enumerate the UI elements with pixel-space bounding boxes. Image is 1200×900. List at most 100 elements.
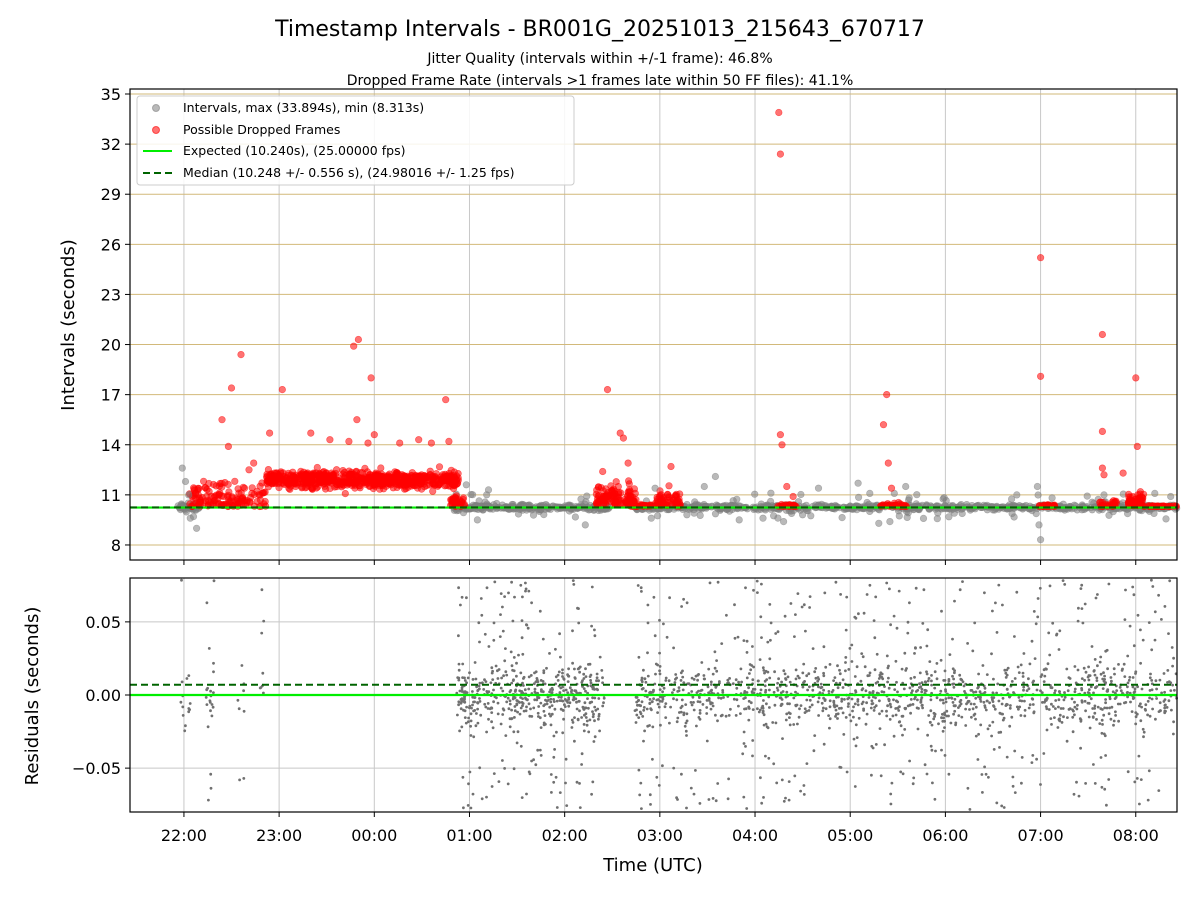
residual-point bbox=[847, 668, 851, 671]
residual-point bbox=[806, 688, 809, 692]
residual-point bbox=[971, 707, 975, 711]
residual-point bbox=[510, 580, 513, 584]
residual-point bbox=[565, 699, 568, 703]
residual-point bbox=[797, 676, 801, 680]
residual-point bbox=[1040, 673, 1044, 677]
residual-point bbox=[741, 752, 745, 756]
residual-point bbox=[742, 639, 746, 642]
interval-outlier-point bbox=[1033, 482, 1041, 491]
residual-point bbox=[1132, 644, 1136, 648]
residual-point bbox=[690, 690, 694, 693]
residual-point bbox=[685, 712, 689, 716]
residual-point bbox=[932, 717, 936, 721]
residual-point bbox=[1158, 678, 1162, 682]
residual-point bbox=[916, 698, 919, 702]
dropped-frame-point bbox=[593, 495, 602, 503]
residual-point bbox=[1087, 678, 1091, 682]
residual-point bbox=[541, 680, 545, 683]
residual-point bbox=[1135, 712, 1139, 716]
residual-point bbox=[562, 677, 566, 681]
residual-point bbox=[1101, 677, 1105, 681]
residual-point bbox=[1015, 590, 1019, 594]
residual-point bbox=[520, 636, 524, 640]
interval-point bbox=[1083, 492, 1091, 500]
residual-point bbox=[802, 784, 806, 787]
residual-point bbox=[1102, 713, 1106, 717]
residual-point bbox=[510, 708, 513, 712]
residual-point bbox=[664, 676, 668, 680]
residual-point bbox=[886, 666, 890, 670]
residual-point bbox=[714, 713, 717, 717]
residual-point bbox=[878, 699, 881, 703]
x-tick-label: 07:00 bbox=[1018, 826, 1064, 845]
residual-point bbox=[650, 700, 654, 704]
residual-point bbox=[490, 720, 493, 724]
residual-point bbox=[828, 717, 832, 721]
residual-point bbox=[853, 785, 857, 788]
residual-point bbox=[593, 705, 597, 709]
residual-point bbox=[817, 685, 820, 689]
residual-point bbox=[1057, 648, 1061, 651]
residual-point bbox=[1148, 714, 1152, 718]
residual-point bbox=[933, 686, 937, 690]
residual-point bbox=[768, 706, 771, 709]
residual-point bbox=[676, 716, 680, 720]
x-tick-label: 08:00 bbox=[1113, 826, 1159, 845]
residual-point bbox=[769, 621, 773, 625]
residual-point bbox=[517, 653, 520, 657]
dropped-frame-outlier-point bbox=[789, 492, 797, 501]
dropped-frame-point bbox=[613, 500, 621, 508]
residual-point bbox=[852, 705, 855, 709]
residual-point bbox=[563, 705, 567, 708]
residual-point bbox=[940, 748, 943, 752]
residual-point bbox=[651, 725, 655, 729]
residual-point bbox=[1103, 674, 1106, 678]
residual-point bbox=[952, 677, 955, 681]
residual-point bbox=[657, 784, 661, 787]
dropped-frame-point bbox=[322, 485, 330, 493]
residual-point bbox=[534, 763, 538, 767]
residual-point bbox=[930, 723, 934, 727]
residual-point bbox=[1062, 698, 1066, 702]
residual-point bbox=[934, 749, 937, 753]
residual-point bbox=[1013, 635, 1016, 638]
residual-point bbox=[1160, 618, 1163, 621]
residual-point bbox=[262, 619, 266, 623]
top-y-tick-label: 14 bbox=[101, 436, 121, 455]
residual-point bbox=[888, 587, 891, 591]
residual-point bbox=[889, 623, 892, 627]
dropped-frame-outlier-point bbox=[775, 108, 783, 117]
residual-point bbox=[555, 730, 558, 734]
residual-point bbox=[592, 685, 595, 689]
residual-point bbox=[793, 635, 796, 638]
residual-point bbox=[897, 589, 901, 593]
residual-point bbox=[645, 707, 649, 711]
residual-point bbox=[643, 677, 647, 680]
residual-point bbox=[983, 686, 987, 690]
dropped-frame-outlier-point bbox=[345, 437, 353, 446]
residual-point bbox=[530, 715, 534, 718]
residual-point bbox=[651, 757, 654, 761]
residual-point bbox=[943, 726, 946, 729]
residual-point bbox=[468, 770, 472, 774]
residual-point bbox=[648, 698, 652, 701]
residual-point bbox=[548, 705, 552, 709]
dropped-frame-outlier-point bbox=[1098, 427, 1106, 436]
dropped-frame-outlier-point bbox=[326, 436, 334, 444]
residual-point bbox=[557, 670, 561, 674]
residual-point bbox=[762, 796, 765, 799]
residual-point bbox=[1017, 696, 1021, 699]
residual-point bbox=[880, 709, 884, 713]
dropped-frame-point bbox=[620, 495, 629, 504]
residual-point bbox=[639, 781, 643, 785]
dropped-frame-point bbox=[663, 490, 672, 499]
residual-point bbox=[969, 689, 973, 692]
residual-point bbox=[538, 609, 542, 613]
residual-point bbox=[595, 679, 598, 683]
residual-point bbox=[492, 772, 496, 775]
residual-point bbox=[857, 716, 861, 720]
residual-point bbox=[506, 782, 510, 786]
residual-point bbox=[1050, 686, 1054, 690]
residual-point bbox=[478, 640, 481, 644]
